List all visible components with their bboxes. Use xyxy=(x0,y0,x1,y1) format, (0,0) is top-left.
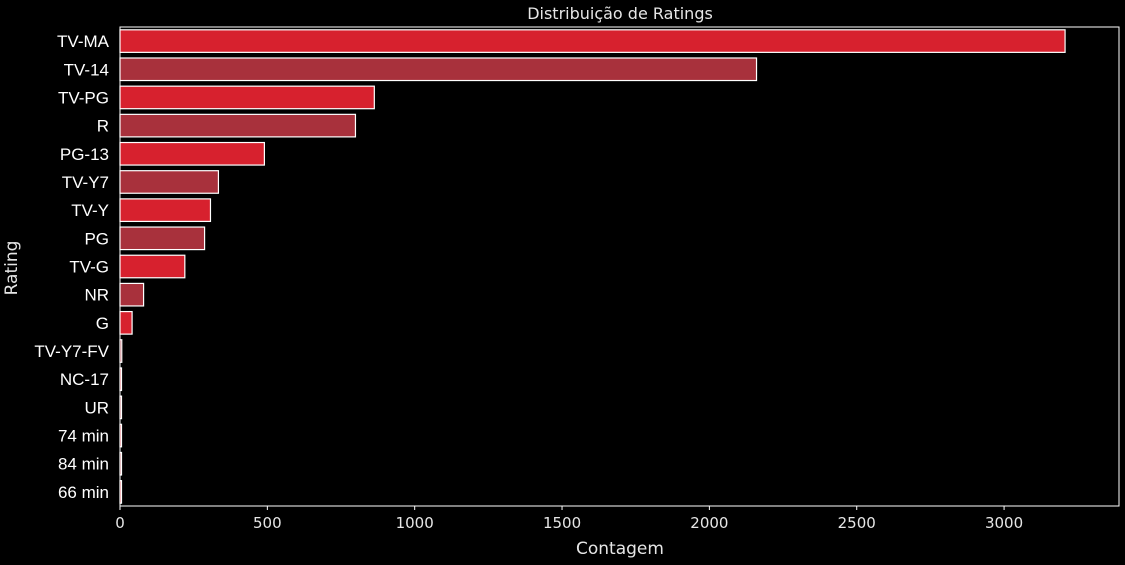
y-tick-label: 66 min xyxy=(58,483,109,502)
bar-tv-g xyxy=(119,254,186,279)
bar-pg-13 xyxy=(119,141,265,166)
bar-tv-y xyxy=(119,198,212,223)
y-tick-label: PG xyxy=(84,229,109,248)
bar-g xyxy=(119,310,133,335)
x-tick-labels: 0 500 1000 1500 2000 2500 3000 xyxy=(115,506,1023,532)
y-tick-label: TV-Y xyxy=(71,201,109,220)
bar-tv-14 xyxy=(119,57,758,82)
y-tick-label: TV-G xyxy=(69,258,109,277)
y-tick-label: TV-MA xyxy=(57,32,110,51)
y-tick-label: 84 min xyxy=(58,455,109,474)
bar-r xyxy=(119,113,357,138)
bar-tv-y7 xyxy=(119,170,220,194)
bar-ur xyxy=(119,395,123,420)
x-tick-label: 2500 xyxy=(838,514,876,532)
y-tick-label: R xyxy=(97,117,109,136)
y-tick-label: NC-17 xyxy=(60,370,109,389)
bar-nr xyxy=(119,282,145,307)
bar-nc-17 xyxy=(119,367,123,392)
x-tick-label: 500 xyxy=(253,514,282,532)
bar-pg xyxy=(119,226,206,251)
x-tick-label: 1500 xyxy=(543,514,581,532)
y-tick-label: PG-13 xyxy=(60,145,109,164)
bar-84-min xyxy=(119,451,123,476)
bar-tv-ma xyxy=(119,29,1066,53)
bars-group xyxy=(119,29,1066,504)
y-axis-label: Rating xyxy=(2,241,22,296)
y-tick-label: TV-Y7-FV xyxy=(34,342,109,361)
y-tick-label: NR xyxy=(84,286,109,305)
bar-tv-y7-fv xyxy=(119,339,123,363)
y-tick-label: G xyxy=(96,314,109,333)
x-tick-label: 3000 xyxy=(985,514,1023,532)
y-tick-label: TV-14 xyxy=(64,60,109,79)
x-axis-label: Contagem xyxy=(576,539,664,559)
x-tick-label: 2000 xyxy=(690,514,728,532)
bar-tv-pg xyxy=(119,85,375,110)
x-tick-label: 1000 xyxy=(396,514,434,532)
y-tick-label: TV-Y7 xyxy=(62,173,109,192)
bar-66-min xyxy=(119,480,123,504)
y-tick-labels: TV-MA TV-14 TV-PG R PG-13 TV-Y7 TV-Y PG TV-G NR GT… xyxy=(34,32,109,502)
y-tick-label: 74 min xyxy=(58,427,109,446)
bar-74-min xyxy=(119,423,123,448)
y-tick-label: TV-PG xyxy=(58,88,109,107)
x-tick-label: 0 xyxy=(115,514,125,532)
y-tick-label: UR xyxy=(84,398,109,417)
chart-title: Distribuição de Ratings xyxy=(527,4,713,23)
